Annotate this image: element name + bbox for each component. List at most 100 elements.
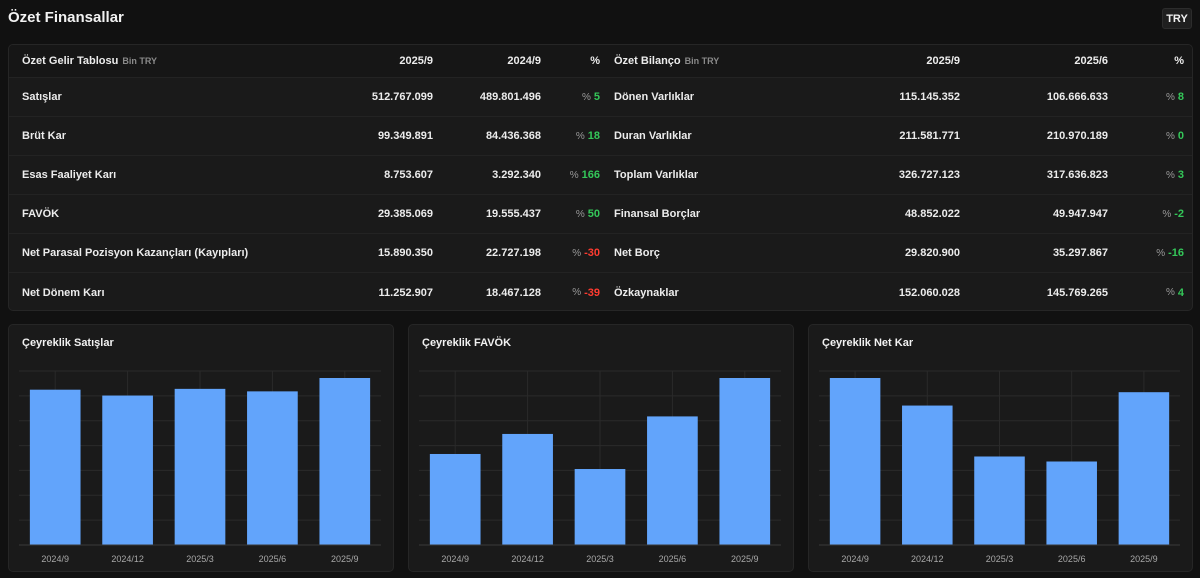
balance-row: Özkaynaklar 152.060.028 145.769.265% 4 (601, 273, 1192, 310)
income-row-percent-value: -39 (584, 286, 600, 299)
bar-2025-9[interactable] (719, 378, 771, 545)
income-row-percent-value: 166 (581, 169, 600, 181)
x-tick-label: 2025/3 (586, 554, 614, 564)
x-tick-label: 2025/6 (659, 554, 687, 564)
balance-row-label: Toplam Varlıklar (614, 169, 699, 181)
chart-panel-favok: Çeyreklik FAVÖK 2024/9 2024/12 2025/3 2025/… (408, 324, 794, 572)
balance-row-label: Duran Varlıklar (614, 130, 692, 142)
income-row-percent: % -30 (572, 234, 600, 272)
income-row-percent-value: 18 (587, 130, 600, 142)
income-row: Net Parasal Pozisyon Kazançları (Kayıpla… (9, 234, 601, 273)
balance-row-percent-value: 3 (1177, 169, 1184, 181)
balance-table-header: Özet Bilanço Bin TRY 2025/9 2025/6 % (601, 45, 1192, 78)
income-row-percent: % 5 (582, 78, 600, 116)
page-title: Özet Finansallar (8, 9, 124, 26)
x-tick-label: 2025/9 (731, 554, 759, 564)
balance-col-current: 2025/9 (926, 55, 960, 67)
balance-sheet-table: Özet Bilanço Bin TRY 2025/9 2025/6 % Dön… (601, 45, 1192, 310)
balance-row-percent-value: -2 (1174, 208, 1184, 220)
bar-2025-3[interactable] (974, 456, 1025, 545)
bar-2024-12[interactable] (902, 405, 953, 545)
chart-title-favok: Çeyreklik FAVÖK (422, 337, 512, 349)
balance-row-percent-value: -16 (1168, 247, 1184, 259)
bar-2025-6[interactable] (1046, 461, 1097, 546)
balance-row: Toplam Varlıklar 326.727.123 317.636.823% 3 (601, 156, 1192, 195)
bar-2025-3[interactable] (174, 388, 226, 545)
summary-tables-panel: Özet Gelir Tablosu Bin TRY 2025/9 2024/9… (8, 44, 1193, 311)
income-statement-table: Özet Gelir Tablosu Bin TRY 2025/9 2024/9… (9, 45, 601, 310)
x-tick-label: 2024/12 (911, 554, 944, 564)
balance-row-previous-value: 210.970.189 (1046, 130, 1108, 142)
income-row-previous-value: 489.801.496 (479, 91, 541, 103)
bar-2025-3[interactable] (574, 469, 626, 545)
chart-quarterly-favok: 2024/9 2024/12 2025/3 2025/6 2025/9 (419, 370, 781, 564)
balance-row-percent: % 3 (1166, 156, 1184, 194)
balance-row-percent: % -2 (1162, 195, 1184, 233)
bar-2025-9[interactable] (319, 378, 371, 545)
x-tick-label: 2024/12 (511, 554, 544, 564)
income-row-percent: % 166 (570, 156, 600, 194)
income-row-label: Esas Faaliyet Karı (22, 169, 117, 181)
income-table-title: Özet Gelir Tablosu (22, 55, 119, 67)
balance-row-previous-value: 317.636.823 (1046, 169, 1108, 181)
bar-2025-9[interactable] (1118, 392, 1170, 545)
income-row-percent: % 50 (576, 195, 600, 233)
balance-table-title: Özet Bilanço (614, 55, 681, 67)
income-row-label: FAVÖK (22, 208, 60, 220)
percent-sign: % (575, 208, 585, 220)
income-row-previous-value: 3.292.340 (492, 169, 541, 181)
balance-row-label: Dönen Varlıklar (614, 91, 695, 103)
chart-title-sales: Çeyreklik Satışlar (22, 337, 114, 349)
balance-row-percent-value: 8 (1177, 91, 1184, 103)
income-row-percent: % 18 (576, 117, 600, 155)
bar-2024-9[interactable] (429, 453, 481, 545)
percent-sign: % (581, 91, 591, 103)
balance-col-percent: % (1174, 55, 1184, 67)
chart-quarterly-net-profit: 2024/9 2024/12 2025/3 2025/6 2025/9 (819, 370, 1180, 564)
bar-2025-6[interactable] (647, 416, 698, 545)
income-row-current-value: 99.349.891 (377, 130, 433, 142)
income-row-previous-value: 22.727.198 (485, 247, 541, 259)
income-col-previous: 2024/9 (507, 55, 541, 67)
balance-row-percent-value: 4 (1177, 286, 1184, 299)
bar-2024-12[interactable] (102, 395, 153, 545)
income-row-current-value: 8.753.607 (384, 169, 433, 181)
income-col-percent: % (590, 55, 600, 67)
balance-row: Net Borç 29.820.900 35.297.867% -16 (601, 234, 1192, 273)
income-row-percent-value: -30 (584, 247, 600, 259)
income-row: Brüt Kar 99.349.891 84.436.368% 18 (9, 117, 601, 156)
balance-row-percent: % 0 (1166, 117, 1184, 155)
bar-2024-9[interactable] (829, 378, 881, 545)
balance-row-current-value: 48.852.022 (904, 208, 960, 220)
bar-2025-6[interactable] (247, 391, 298, 545)
percent-sign: % (1162, 208, 1172, 220)
income-row: Net Dönem Karı 11.252.907 18.467.128% -39 (9, 273, 601, 310)
income-row-label: Net Dönem Karı (22, 286, 105, 299)
bar-2024-9[interactable] (29, 389, 81, 545)
income-row-previous-value: 18.467.128 (485, 286, 541, 299)
income-row-percent-value: 5 (593, 91, 600, 103)
chart-title-net-profit: Çeyreklik Net Kar (822, 337, 914, 349)
income-table-header: Özet Gelir Tablosu Bin TRY 2025/9 2024/9… (9, 45, 601, 78)
percent-sign: % (1165, 91, 1175, 103)
bar-2024-12[interactable] (502, 433, 553, 545)
x-tick-label: 2025/3 (986, 554, 1014, 564)
x-tick-label: 2025/9 (1130, 554, 1158, 564)
balance-row-percent-value: 0 (1177, 130, 1184, 142)
income-row-current-value: 29.385.069 (377, 208, 433, 220)
x-tick-label: 2024/9 (41, 554, 69, 564)
balance-row: Duran Varlıklar 211.581.771 210.970.189% 0 (601, 117, 1192, 156)
balance-row-previous-value: 35.297.867 (1052, 247, 1108, 259)
balance-row-label: Net Borç (614, 247, 660, 259)
income-row-label: Net Parasal Pozisyon Kazançları (Kayıpla… (22, 247, 249, 259)
x-tick-label: 2025/9 (331, 554, 359, 564)
chart-panel-sales: Çeyreklik Satışlar 2024/9 2024/12 2025/3 20… (8, 324, 394, 572)
balance-unit-label: Bin TRY (684, 56, 720, 66)
currency-button[interactable]: TRY (1162, 8, 1192, 29)
chart-panel-net-profit: Çeyreklik Net Kar 2024/9 2024/12 2025/3 202… (808, 324, 1193, 572)
income-unit-label: Bin TRY (122, 56, 158, 66)
balance-row-previous-value: 106.666.633 (1046, 91, 1108, 103)
x-tick-label: 2024/9 (841, 554, 869, 564)
percent-sign: % (1165, 287, 1175, 298)
balance-row: Dönen Varlıklar 115.145.352 106.666.633% 8 (601, 78, 1192, 117)
